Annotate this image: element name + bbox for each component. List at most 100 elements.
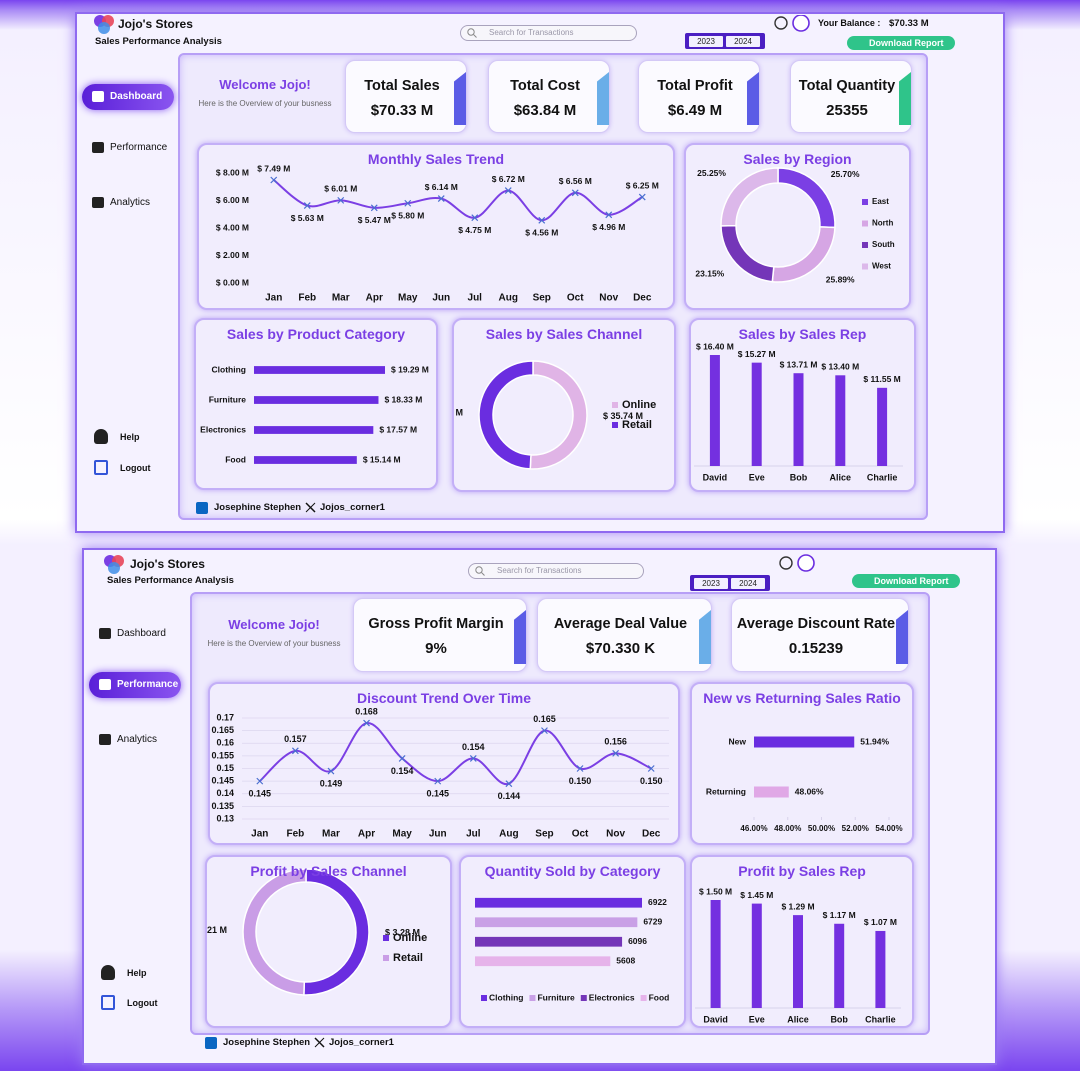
y-tick-label: Electronics xyxy=(200,424,246,434)
value-label: 0.149 xyxy=(320,778,343,788)
nav-label[interactable]: Help xyxy=(120,432,140,442)
nav-icon xyxy=(94,429,108,444)
value-label: $ 5.80 M xyxy=(391,211,424,221)
chart-card: $ 0.00 M $ 2.00 M $ 4.00 M $ 6.00 M $ 8.00 M… xyxy=(197,143,675,310)
legend-label: South xyxy=(872,240,895,249)
value-label: 0.154 xyxy=(462,742,485,752)
nav-label[interactable]: Logout xyxy=(127,998,158,1008)
y-tick-label: 0.165 xyxy=(211,725,234,735)
chart: 25.70% 25.89% 23.15% 25.25% East North South We… xyxy=(695,167,895,284)
kpi-accent xyxy=(896,610,908,664)
x-tick-label: Feb xyxy=(286,829,304,840)
value-label: $ 11.55 M xyxy=(863,374,900,384)
x-tick-label: 52.00% xyxy=(842,824,869,833)
legend-marker xyxy=(612,422,618,428)
nav-icon xyxy=(99,734,111,745)
value-label: 25.25% xyxy=(697,168,726,178)
y-tick-label: $ 0.00 M xyxy=(216,277,249,287)
value-label: 0.144 xyxy=(498,791,521,801)
point-marker xyxy=(576,765,584,772)
value-label: $ 3.21 M xyxy=(205,925,227,935)
logo xyxy=(104,555,124,574)
nav-label[interactable]: Dashboard xyxy=(110,91,163,102)
x-tick-label: 50.00% xyxy=(808,824,835,833)
x-tick-label: David xyxy=(703,1014,728,1024)
nav-label[interactable]: Help xyxy=(127,968,147,978)
x-tick-label: Charlie xyxy=(865,1014,896,1024)
chart-card: 0.13 0.135 0.14 0.145 0.15 0.155 0.16 0.165 0.17… xyxy=(208,682,680,845)
chart-card: $ 35.74 M $ 34.59 M Online Retail Sales by S… xyxy=(452,318,676,492)
nav-label[interactable]: Analytics xyxy=(117,734,158,745)
point-marker xyxy=(647,765,655,772)
bar xyxy=(754,786,789,798)
balance-label: Your Balance : xyxy=(818,18,881,28)
chart-card: 25.70% 25.89% 23.15% 25.25% East North South We… xyxy=(684,143,911,310)
brand-name: Jojo's Stores xyxy=(118,17,193,31)
bar xyxy=(254,426,374,434)
legend-label: Online xyxy=(393,932,427,944)
year-button[interactable]: 2024 xyxy=(731,578,765,589)
nav-label[interactable]: Logout xyxy=(120,463,151,473)
x-tick-label: Eve xyxy=(749,1014,765,1024)
value-label: 48.06% xyxy=(795,786,824,796)
nav-label[interactable]: Performance xyxy=(110,142,168,153)
search-placeholder[interactable]: Search for Transactions xyxy=(497,566,582,575)
line xyxy=(273,179,643,222)
legend-marker xyxy=(862,220,868,227)
bar xyxy=(875,930,886,1008)
point-marker xyxy=(612,749,620,757)
chart-card: $ 3.28 M $ 3.21 M Online Retail Profit by Sa… xyxy=(205,855,452,1028)
year-button[interactable]: 2024 xyxy=(726,36,760,47)
chart: Clothing $ 19.29 M Furniture $ 18.33 M Elect… xyxy=(200,364,429,464)
nav-icon xyxy=(92,91,104,102)
x-tick-label: Charlie xyxy=(867,472,898,482)
nav-label[interactable]: Performance xyxy=(117,679,179,690)
chart-title: Monthly Sales Trend xyxy=(367,151,505,167)
kpi-label: Gross Profit Margin xyxy=(368,616,504,632)
value-label: 6096 xyxy=(628,936,647,946)
x-tick-label: Aug xyxy=(499,829,518,840)
x-tick-label: Eve xyxy=(749,472,765,482)
legend-marker xyxy=(580,995,587,1001)
value-label: 0.154 xyxy=(391,766,414,776)
point-marker xyxy=(337,196,345,204)
nav-label[interactable]: Dashboard xyxy=(117,628,166,639)
y-tick-label: 0.155 xyxy=(211,750,234,760)
kpi-label: Average Deal Value xyxy=(553,616,688,632)
kpi-label: Total Cost xyxy=(510,78,580,94)
download-button[interactable]: Download Report xyxy=(852,574,960,588)
y-tick-label: 0.135 xyxy=(211,801,234,811)
point-marker xyxy=(398,754,406,762)
year-button[interactable]: 2023 xyxy=(694,578,728,589)
x-tick-label: Dec xyxy=(633,293,652,304)
download-button[interactable]: Download Report xyxy=(847,36,955,50)
year-button[interactable]: 2023 xyxy=(689,36,723,47)
y-tick-label: 0.17 xyxy=(216,712,234,722)
search-box[interactable] xyxy=(460,25,637,41)
chart: 46.00% 48.00% 50.00% 52.00% 54.00% New 51.94% R… xyxy=(706,736,903,833)
kpi-value: $70.330 K xyxy=(585,640,656,657)
chart: $ 35.74 M $ 34.59 M Online Retail xyxy=(452,360,656,470)
donut-slice xyxy=(478,360,534,470)
point-marker xyxy=(505,780,513,788)
nav-label[interactable]: Analytics xyxy=(110,197,151,208)
value-label: $ 15.14 M xyxy=(363,454,401,464)
value-label: 23.15% xyxy=(695,269,724,279)
value-label: $ 34.59 M xyxy=(452,408,463,418)
bar xyxy=(254,366,385,374)
y-tick-label: Clothing xyxy=(212,364,246,374)
chat-icon xyxy=(779,556,793,570)
value-label: 0.150 xyxy=(569,776,592,786)
search-icon xyxy=(467,28,477,38)
legend-label: West xyxy=(872,262,891,271)
search-placeholder[interactable]: Search for Transactions xyxy=(489,28,574,37)
point-marker xyxy=(303,202,311,210)
x-tick-label: Jan xyxy=(251,829,268,840)
x-tick-label: Apr xyxy=(366,293,383,304)
chat-icons xyxy=(779,554,815,572)
logo-dot xyxy=(98,22,110,34)
chart-title: Profit by Sales Rep xyxy=(738,863,866,879)
value-label: 0.156 xyxy=(604,737,627,747)
search-box[interactable] xyxy=(468,563,644,579)
nav-icon xyxy=(101,995,115,1010)
